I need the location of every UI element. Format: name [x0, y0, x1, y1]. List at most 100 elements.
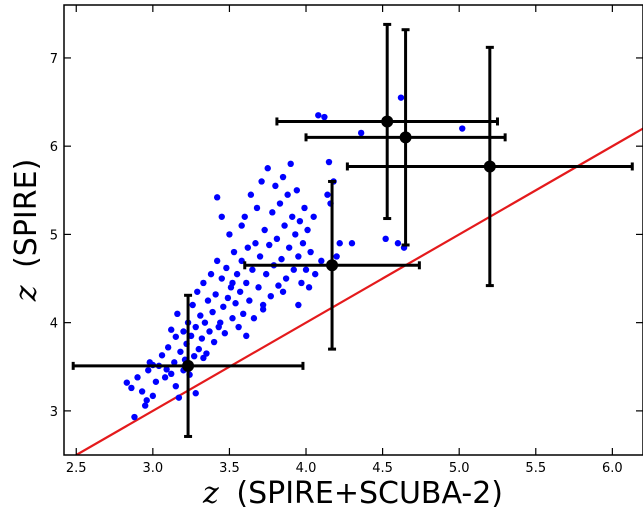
reference-line	[75, 127, 643, 455]
data-point	[459, 125, 466, 132]
data-point	[168, 326, 175, 333]
data-point	[267, 292, 274, 300]
data-point	[241, 213, 248, 220]
data-point	[301, 204, 308, 212]
data-point	[190, 352, 198, 360]
binned-point-group	[243, 179, 421, 351]
data-point	[192, 390, 199, 397]
data-point	[325, 158, 333, 166]
data-point	[163, 366, 170, 373]
x-tick-label: 3.0	[142, 461, 163, 476]
x-axis-label: z (SPIRE+SCUBA-2)	[202, 476, 503, 511]
data-point	[200, 279, 207, 287]
binned-point-group	[345, 45, 634, 288]
y-tick-label: 6	[50, 140, 58, 155]
data-point	[168, 370, 175, 378]
data-point	[304, 226, 311, 234]
data-point	[276, 200, 284, 207]
data-point	[336, 240, 343, 247]
data-point	[281, 222, 288, 229]
data-point	[195, 345, 202, 353]
data-point	[307, 248, 314, 256]
data-point	[246, 297, 253, 304]
data-point	[287, 160, 294, 168]
data-point	[217, 319, 224, 326]
data-point	[233, 270, 241, 278]
data-point	[128, 384, 135, 392]
data-point	[229, 279, 236, 287]
data-point	[394, 240, 402, 247]
data-point	[221, 330, 229, 337]
x-tick-label: 4.5	[372, 461, 393, 476]
data-point	[302, 266, 310, 273]
data-point	[218, 275, 225, 282]
data-point	[284, 191, 291, 198]
data-point	[252, 240, 259, 247]
data-point	[230, 248, 238, 256]
data-point	[249, 266, 256, 273]
data-point	[141, 402, 149, 409]
data-point	[206, 328, 213, 335]
data-point	[172, 333, 180, 340]
data-point	[278, 255, 285, 263]
data-point	[161, 374, 169, 381]
data-point	[152, 378, 160, 385]
data-point	[289, 213, 296, 220]
x-tick-label: 5.5	[525, 461, 546, 476]
data-point	[134, 374, 141, 381]
binned-point-group	[71, 293, 305, 438]
binned-point	[182, 359, 195, 372]
data-point	[266, 241, 273, 249]
y-tick-label: 5	[50, 228, 58, 243]
data-point	[279, 288, 287, 295]
data-point	[220, 303, 227, 310]
data-point	[310, 213, 317, 220]
data-point	[180, 328, 187, 335]
data-point	[177, 348, 184, 355]
reference-line-layer	[75, 127, 643, 455]
data-point	[269, 209, 276, 216]
data-point	[131, 413, 138, 421]
binned-point-group	[304, 28, 507, 247]
points-layer	[123, 94, 466, 421]
x-tick-label: 3.5	[219, 461, 240, 476]
data-point	[236, 288, 244, 295]
data-point	[296, 217, 304, 225]
data-point	[305, 284, 313, 291]
x-tick-label: 4.0	[296, 461, 317, 476]
data-point	[282, 275, 290, 282]
data-point	[256, 253, 264, 260]
data-point	[143, 397, 150, 404]
y-tick-label: 7	[50, 52, 58, 67]
data-point	[318, 257, 325, 265]
data-point	[279, 173, 287, 181]
data-point	[229, 315, 236, 322]
data-point	[207, 270, 215, 278]
data-point	[218, 213, 225, 220]
data-point	[293, 187, 301, 194]
data-point	[262, 270, 270, 278]
data-point	[224, 294, 232, 302]
binned-point	[381, 115, 394, 128]
data-point	[298, 279, 305, 287]
data-point	[321, 113, 328, 121]
data-point	[123, 379, 131, 386]
data-point	[174, 310, 181, 318]
data-point	[213, 257, 221, 265]
data-point	[273, 235, 281, 243]
data-point	[357, 129, 365, 137]
data-point	[158, 352, 166, 359]
x-tick-label: 5.0	[449, 461, 470, 476]
data-point	[259, 306, 267, 313]
data-point	[324, 191, 331, 198]
data-point	[250, 315, 258, 322]
data-point	[226, 231, 233, 238]
data-point	[253, 204, 261, 212]
axes-layer: 2.5 3.0 3.5 4.0 4.5 5.0 5.5 6.0 3 4 5 6 7	[50, 4, 643, 476]
data-point	[244, 244, 252, 251]
data-point	[397, 94, 405, 101]
data-point	[210, 338, 218, 346]
data-point	[299, 240, 307, 247]
data-point	[264, 165, 271, 172]
data-point	[197, 312, 204, 319]
